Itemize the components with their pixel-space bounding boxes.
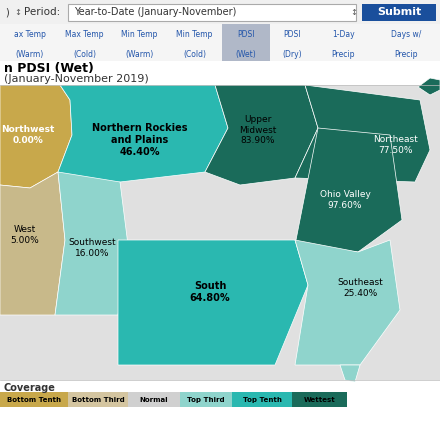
Text: Bottom Tenth: Bottom Tenth [7,396,61,403]
Text: Max Temp: Max Temp [65,29,104,39]
Text: Coverage: Coverage [4,383,56,393]
Text: (Dry): (Dry) [282,50,302,59]
Text: Northeast
77.50%: Northeast 77.50% [373,136,418,155]
Text: Northern Rockies
and Plains
46.40%: Northern Rockies and Plains 46.40% [92,123,188,157]
Bar [0,392,68,407]
Text: (Cold): (Cold) [183,50,206,59]
Text: Southwest
16.00%: Southwest 16.00% [68,238,116,258]
Text: Top Third: Top Third [187,396,225,403]
Text: (Cold): (Cold) [73,50,96,59]
Polygon shape [58,85,228,188]
Polygon shape [418,78,440,95]
Text: Period:: Period: [24,7,60,17]
Text: (Wet): (Wet) [236,50,257,59]
Polygon shape [295,85,430,182]
Bar [362,4,436,21]
Text: PDSI: PDSI [237,29,255,39]
Text: ↕: ↕ [350,7,357,17]
Bar [222,24,270,61]
Text: Year-to-Date (January-November): Year-to-Date (January-November) [74,7,236,17]
Polygon shape [0,172,65,315]
Text: Northwest
0.00%: Northwest 0.00% [1,125,55,145]
Text: South
64.80%: South 64.80% [190,281,230,303]
Text: Ohio Valley
97.60%: Ohio Valley 97.60% [319,191,370,210]
Text: Min Temp: Min Temp [176,29,213,39]
Bar [0,24,440,47]
Polygon shape [205,85,318,185]
Text: West
5.00%: West 5.00% [11,225,39,245]
Polygon shape [340,365,360,382]
Text: Top Tenth: Top Tenth [242,396,282,403]
Polygon shape [55,172,128,315]
Text: Precip: Precip [332,50,355,59]
Bar [0,0,440,24]
Text: Normal: Normal [139,396,169,403]
Polygon shape [295,240,400,365]
Text: ): ) [5,7,9,17]
Text: Upper
Midwest
83.90%: Upper Midwest 83.90% [239,115,277,145]
Text: Submit: Submit [377,7,421,17]
Text: (Warm): (Warm) [15,50,44,59]
Polygon shape [0,85,72,188]
Bar [0,47,440,61]
Bar [292,392,347,407]
Text: Precip: Precip [394,50,418,59]
Text: Days w/: Days w/ [391,29,421,39]
Text: ↕: ↕ [14,7,21,17]
Bar [68,4,356,21]
Text: Southeast
25.40%: Southeast 25.40% [337,279,383,298]
Text: (January-November 2019): (January-November 2019) [4,74,149,84]
Text: n PDSI (Wet): n PDSI (Wet) [4,62,94,74]
Bar [0,85,440,380]
Text: (Warm): (Warm) [125,50,154,59]
Bar [68,392,128,407]
Bar [128,392,180,407]
Text: 1-Day: 1-Day [332,29,355,39]
Text: Min Temp: Min Temp [121,29,158,39]
Text: Wettest: Wettest [304,396,335,403]
Polygon shape [118,240,308,365]
Bar [180,392,232,407]
Text: PDSI: PDSI [284,29,301,39]
Text: Bottom Third: Bottom Third [72,396,125,403]
Text: ax Temp: ax Temp [14,29,45,39]
Bar [232,392,292,407]
Polygon shape [295,128,402,252]
